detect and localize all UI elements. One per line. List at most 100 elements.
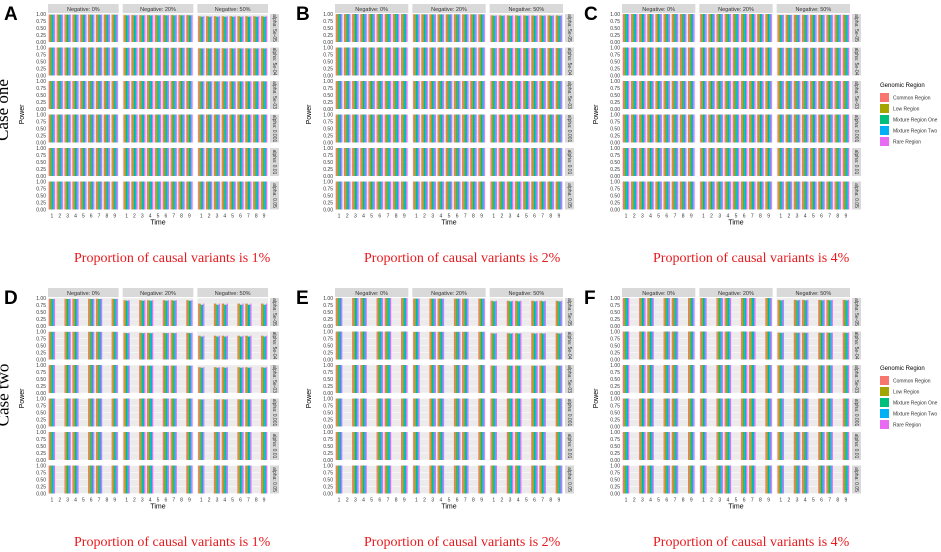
bar [765,14,767,42]
bar [689,114,691,143]
bar [830,148,832,176]
bar [149,365,151,393]
bar [91,398,94,427]
bar [361,181,363,210]
bar [429,331,431,360]
y-tick-label: 0.00 [323,174,333,180]
bar [100,331,103,360]
bar [360,331,362,360]
bar [807,398,809,427]
bar [447,114,449,143]
bar [418,465,420,494]
bar [381,432,384,460]
bar [445,47,448,76]
bar [541,148,544,176]
bar [494,465,496,494]
bar [725,181,728,210]
bar [749,298,751,326]
bar [386,114,388,143]
bar [523,181,525,210]
bar [807,148,809,176]
bar [453,398,456,427]
bar [835,181,838,210]
bar [81,14,83,42]
bar [225,432,227,460]
bar [691,81,694,109]
bar [482,148,484,176]
bar [99,81,101,109]
bar [72,365,74,393]
bar [379,398,381,427]
bar [531,148,533,176]
bar [721,148,723,176]
bar [506,333,509,360]
row-strip-label: alpha: 0.01 [853,150,859,175]
bar [69,148,71,176]
bar [372,181,374,210]
bar [64,432,66,460]
bar [50,181,52,210]
bar [144,300,146,326]
bar [116,398,118,427]
bar [810,47,812,76]
bar [624,14,626,42]
bar [517,301,519,326]
bar [247,336,249,360]
bar [464,298,466,326]
bar [786,114,789,143]
bar [379,365,381,393]
bar [232,16,234,42]
bar [77,398,79,427]
bar [50,331,52,360]
bar [98,465,100,494]
y-tick-label: 0.00 [36,391,46,397]
bar [793,114,796,143]
bar [667,331,669,360]
bar [498,81,500,109]
bar [510,465,512,494]
bar [743,398,745,427]
bar [493,114,495,143]
bar [777,81,779,109]
bar [762,47,764,76]
x-tick-label: 9 [480,214,483,220]
bar [830,398,832,427]
bar [464,181,466,210]
bar [89,148,91,176]
bar [648,181,650,210]
x-tick-label: 1 [702,214,705,220]
bar [224,48,226,76]
bar [85,14,87,42]
bar [357,148,359,176]
bar [471,148,473,176]
y-tick-label: 0.25 [323,451,333,457]
x-tick-label: 4 [223,498,226,504]
bar [752,331,755,360]
bar [229,81,231,109]
column-strip [48,288,119,297]
bar [735,114,737,143]
bar [455,365,457,393]
bar [108,148,111,176]
bar [93,398,95,427]
bar [743,331,745,360]
bar [539,365,541,393]
y-tick-label: 0.50 [36,477,46,483]
bar [346,114,348,143]
row-strip [565,432,574,460]
bar [422,47,424,76]
bar [115,148,117,176]
bar [238,303,240,326]
bar [796,432,798,460]
bar [347,47,350,76]
bar [701,114,703,143]
bar [478,432,480,460]
bar [673,298,675,326]
bar [433,81,435,109]
bar [660,114,662,143]
bar [106,114,108,143]
bar [188,432,191,460]
bar [777,114,779,143]
bar [510,398,512,427]
bar [514,114,517,143]
